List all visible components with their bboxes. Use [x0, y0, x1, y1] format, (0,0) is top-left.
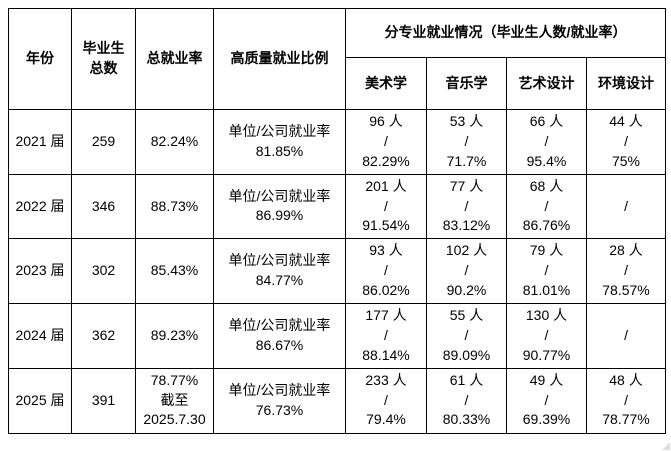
cell-year: 2025 届 — [8, 367, 72, 434]
header-by-major-group: 分专业就业情况（毕业生人数/就业率） — [344, 8, 667, 58]
header-row-group: 年份 毕业生 总数 总就业率 高质量就业比例 分专业就业情况（毕业生人数/就业率… — [8, 8, 667, 110]
cell-major-music: 102 人 / 90.2% — [426, 238, 507, 304]
cell-major-fine-arts: 93 人 / 86.02% — [345, 238, 427, 304]
cell-rate: 89.23% — [135, 302, 214, 369]
header-major-music: 音乐学 — [426, 57, 507, 110]
cell-major-music: 55 人 / 89.09% — [426, 302, 507, 369]
table-row-2021: 2021 届 259 82.24% 单位/公司就业率 81.85% 96 人 /… — [8, 109, 667, 175]
cell-major-music: 61 人 / 80.33% — [426, 367, 507, 434]
cell-quality: 单位/公司就业率 86.67% — [213, 302, 346, 369]
cell-rate: 85.43% — [135, 238, 214, 304]
cell-total: 346 — [71, 173, 136, 240]
resize-handle-artifact — [662, 442, 670, 450]
header-row-majors: 美术学 音乐学 艺术设计 环境设计 — [9, 57, 667, 110]
cell-major-art-design: 49 人 / 69.39% — [506, 367, 587, 434]
cell-major-music: 53 人 / 71.7% — [426, 109, 507, 175]
table-row-2022: 2022 届 346 88.73% 单位/公司就业率 86.99% 201 人 … — [8, 173, 667, 240]
cell-year: 2022 届 — [8, 173, 72, 240]
cell-quality: 单位/公司就业率 81.85% — [213, 109, 346, 175]
header-year: 年份 — [8, 8, 72, 110]
cell-major-fine-arts: 96 人 / 82.29% — [345, 109, 427, 175]
cell-total: 302 — [71, 238, 136, 304]
cell-major-env-design: 48 人 / 78.77% — [585, 367, 667, 434]
cell-quality: 单位/公司就业率 84.77% — [213, 238, 346, 304]
header-major-env-design: 环境设计 — [585, 57, 667, 110]
table-row-2023: 2023 届 302 85.43% 单位/公司就业率 84.77% 93 人 /… — [8, 238, 667, 304]
cell-total: 391 — [71, 367, 136, 434]
cell-quality: 单位/公司就业率 76.73% — [213, 367, 346, 434]
cell-major-music: 77 人 / 83.12% — [426, 173, 507, 240]
cell-total: 259 — [71, 109, 136, 175]
table-row-2024: 2024 届 362 89.23% 单位/公司就业率 86.67% 177 人 … — [8, 302, 667, 369]
cell-year: 2024 届 — [8, 302, 72, 369]
cell-major-env-design: 44 人 / 75% — [585, 109, 667, 175]
header-total-graduates: 毕业生 总数 — [71, 8, 136, 110]
cell-major-fine-arts: 201 人 / 91.54% — [345, 173, 427, 240]
table-row-2025: 2025 届 391 78.77% 截至 2025.7.30 单位/公司就业率 … — [8, 367, 667, 434]
cell-year: 2021 届 — [8, 109, 72, 175]
cell-rate: 82.24% — [135, 109, 214, 175]
cell-quality: 单位/公司就业率 86.99% — [213, 173, 346, 240]
cell-major-fine-arts: 177 人 / 88.14% — [345, 302, 427, 369]
cell-major-fine-arts: 233 人 / 79.4% — [345, 367, 427, 434]
cell-total: 362 — [71, 302, 136, 369]
cell-major-art-design: 68 人 / 86.76% — [506, 173, 587, 240]
cell-major-env-design: / — [585, 302, 667, 369]
employment-stats-table: 年份 毕业生 总数 总就业率 高质量就业比例 分专业就业情况（毕业生人数/就业率… — [8, 8, 667, 434]
cell-year: 2023 届 — [8, 238, 72, 304]
header-major-fine-arts: 美术学 — [345, 57, 427, 110]
header-overall-rate: 总就业率 — [135, 8, 214, 110]
header-high-quality: 高质量就业比例 — [213, 8, 346, 110]
cell-major-art-design: 130 人 / 90.77% — [506, 302, 587, 369]
cell-rate: 88.73% — [135, 173, 214, 240]
cell-rate: 78.77% 截至 2025.7.30 — [135, 367, 214, 434]
cell-major-env-design: 28 人 / 78.57% — [585, 238, 667, 304]
header-major-art-design: 艺术设计 — [506, 57, 587, 110]
cell-major-art-design: 66 人 / 95.4% — [506, 109, 587, 175]
cell-major-env-design: / — [585, 173, 667, 240]
cell-major-art-design: 79 人 / 81.01% — [506, 238, 587, 304]
